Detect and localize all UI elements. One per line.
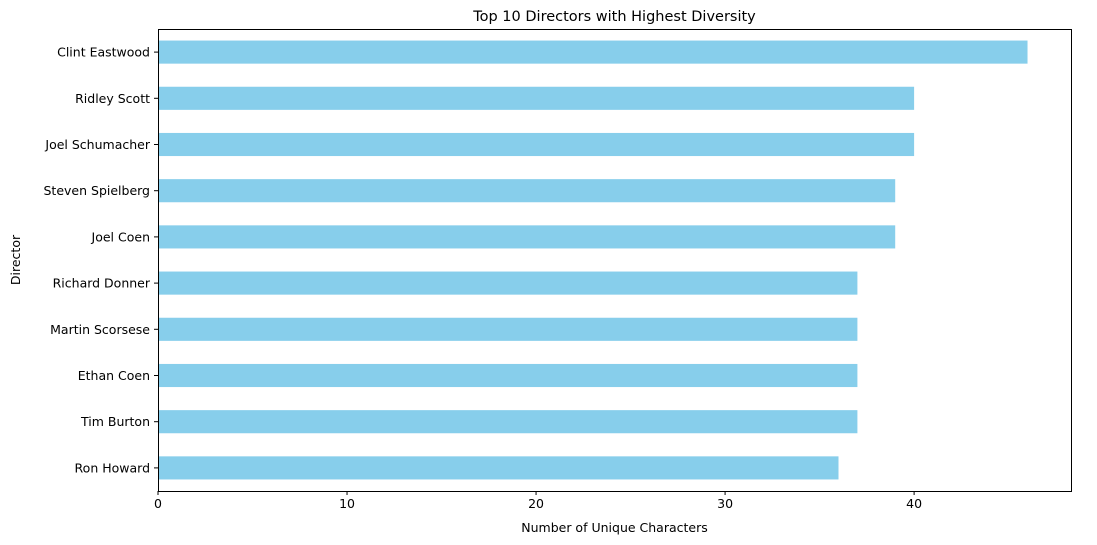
x-tick-label: 30 [717, 496, 733, 511]
chart-title: Top 10 Directors with Highest Diversity [472, 9, 756, 25]
y-tick-label: Martin Scorsese [50, 322, 150, 337]
bar [158, 132, 915, 157]
x-tick-label: 0 [154, 496, 162, 511]
bar [158, 410, 858, 434]
y-tick-label: Clint Eastwood [57, 45, 150, 60]
y-tick-label: Ron Howard [75, 460, 150, 475]
bar [158, 225, 896, 249]
y-tick-label: Steven Spielberg [44, 183, 151, 198]
bars-group [158, 40, 1028, 480]
bar [158, 317, 858, 341]
x-axis-label: Number of Unique Characters [521, 520, 708, 535]
y-tick-label: Ridley Scott [75, 91, 150, 106]
plot-area-frame [158, 29, 1072, 492]
bar [158, 179, 896, 203]
y-tick-label: Richard Donner [53, 276, 151, 291]
y-tick-label: Joel Coen [91, 229, 150, 244]
bar [158, 363, 858, 388]
y-axis-label: Director [8, 234, 23, 285]
y-tick-label: Tim Burton [80, 414, 150, 429]
y-tick-label: Joel Schumacher [44, 137, 150, 152]
x-tick-label: 20 [528, 496, 544, 511]
x-axis: 0 10 20 30 40 [154, 491, 922, 511]
y-axis: Clint Eastwood Ridley Scott Joel Schumache… [44, 45, 158, 475]
x-tick-label: 40 [906, 496, 922, 511]
bar [158, 86, 915, 110]
bar [158, 40, 1028, 64]
bar [158, 271, 858, 295]
bar [158, 456, 839, 480]
x-tick-label: 10 [339, 496, 355, 511]
y-tick-label: Ethan Coen [78, 368, 150, 383]
